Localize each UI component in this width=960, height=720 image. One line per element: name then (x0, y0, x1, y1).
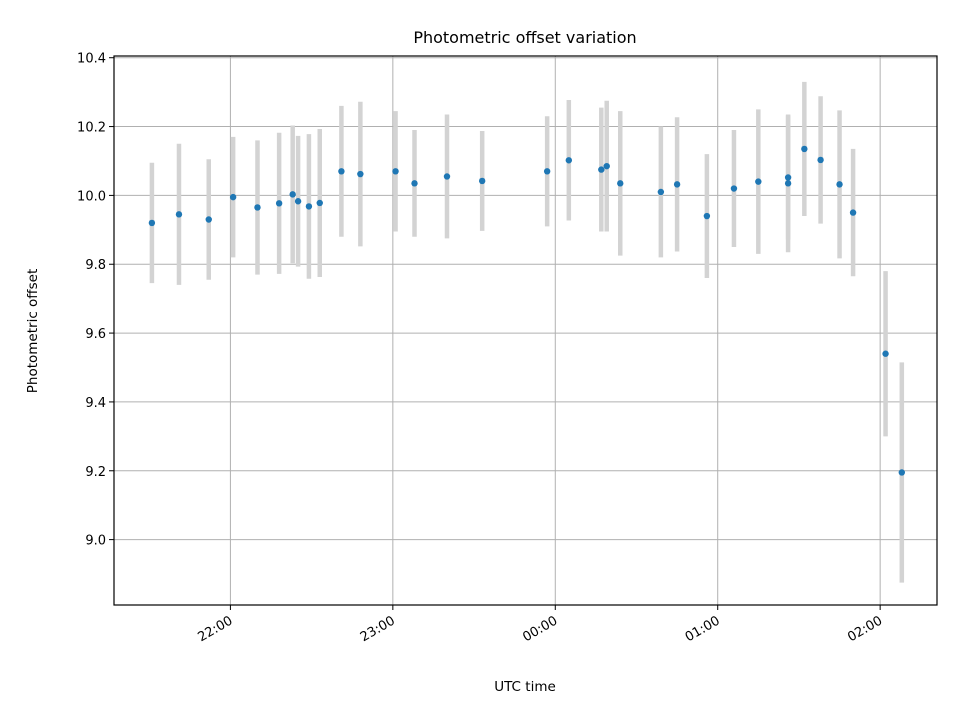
x-axis-label: UTC time (494, 679, 556, 695)
data-point (565, 157, 573, 164)
data-point (289, 191, 296, 198)
y-tick-label: 10.0 (77, 189, 106, 204)
y-tick-label: 9.2 (85, 465, 106, 480)
grid (114, 56, 937, 605)
data-point (882, 350, 889, 357)
data-point (478, 177, 486, 185)
data-point (836, 181, 843, 188)
data-point (254, 204, 261, 211)
y-tick-label: 10.2 (77, 121, 106, 136)
y-tick-label: 9.4 (85, 396, 106, 411)
data-point (730, 185, 738, 192)
data-point (598, 166, 605, 173)
data-point (817, 156, 824, 164)
data-point (543, 168, 551, 175)
data-point (784, 180, 792, 187)
data-point (755, 178, 762, 185)
data-point (657, 188, 665, 196)
data-point (316, 199, 323, 207)
y-tick-label: 9.8 (85, 258, 106, 273)
data-point (603, 162, 610, 170)
data-point (275, 200, 283, 207)
data-point (617, 180, 624, 187)
data-point (392, 168, 399, 175)
data-point (443, 173, 451, 180)
data-point (673, 181, 681, 188)
data-point (229, 193, 237, 201)
data-point (784, 174, 792, 181)
chart-title: Photometric offset variation (413, 28, 636, 47)
data-point (849, 209, 857, 216)
data-point (205, 216, 212, 223)
y-axis-label: Photometric offset (25, 269, 41, 393)
data-point (305, 203, 313, 210)
y-tick-label: 9.6 (85, 327, 106, 342)
data-point (338, 168, 345, 175)
data-point (148, 219, 156, 227)
data-point (898, 469, 906, 476)
data-point (411, 180, 418, 187)
data-point (175, 211, 183, 218)
data-point (801, 145, 808, 153)
y-tick-label: 9.0 (85, 534, 106, 549)
plot-frame (113, 55, 938, 606)
data-points (148, 145, 906, 476)
y-tick-label: 10.4 (77, 52, 106, 67)
y-axis-ticks: 9.0 9.2 9.4 9.6 9.8 10.0 10.2 10.4 (77, 52, 114, 549)
data-point (357, 170, 364, 178)
data-point (703, 212, 711, 220)
data-point (294, 198, 302, 205)
